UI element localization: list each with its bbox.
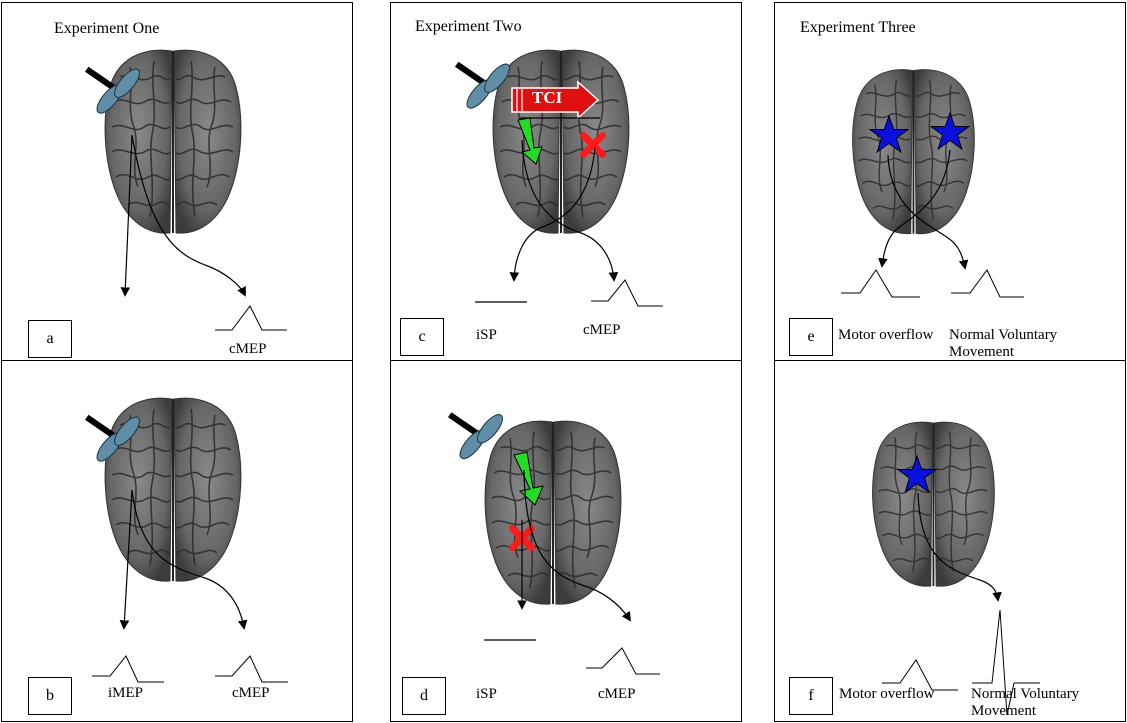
- label-f-normal-voluntary: Normal Voluntary Movement: [971, 686, 1121, 720]
- label-d-cmep: cMEP: [598, 686, 636, 703]
- panel-letter-e: e: [789, 318, 833, 356]
- label-e-normal-voluntary: Normal Voluntary Movement: [949, 327, 1119, 361]
- panel-d-figure: [450, 411, 660, 674]
- panel-letter-a: a: [28, 320, 72, 358]
- label-a-cmep: cMEP: [229, 341, 267, 358]
- brain-icon: [873, 422, 995, 586]
- cmep-waveform: [591, 280, 663, 306]
- tci-label: TCI: [532, 89, 562, 106]
- voluntary-waveform: [951, 270, 1024, 297]
- column-title-experiment-three: Experiment Three: [800, 19, 916, 37]
- label-e-motor-overflow: Motor overflow: [838, 327, 933, 344]
- panel-letter-c: c: [400, 318, 444, 356]
- panel-b-figure: [87, 398, 288, 682]
- cmep-waveform: [586, 648, 660, 674]
- panel-a-figure: [87, 50, 287, 330]
- column-title-experiment-one: Experiment One: [54, 20, 159, 38]
- label-f-motor-overflow: Motor overflow: [839, 686, 934, 703]
- label-c-cmep: cMEP: [583, 322, 621, 339]
- label-c-isp: iSP: [476, 327, 497, 344]
- cmep-waveform: [215, 306, 287, 330]
- brain-icon: [485, 421, 621, 604]
- brain-icon: [853, 70, 975, 234]
- brain-icon: [493, 50, 629, 233]
- label-b-cmep: cMEP: [232, 685, 270, 702]
- imep-waveform: [92, 656, 164, 682]
- cmep-waveform: [215, 656, 288, 682]
- panel-e-figure: [841, 70, 1024, 297]
- panel-letter-b: b: [28, 677, 72, 715]
- label-d-isp: iSP: [476, 686, 497, 703]
- panel-letter-f: f: [789, 677, 833, 715]
- column-title-experiment-two: Experiment Two: [415, 18, 522, 36]
- panel-letter-d: d: [402, 677, 446, 715]
- label-b-imep: iMEP: [108, 685, 143, 702]
- overflow-waveform: [841, 270, 920, 297]
- panel-f-figure: [873, 422, 1040, 715]
